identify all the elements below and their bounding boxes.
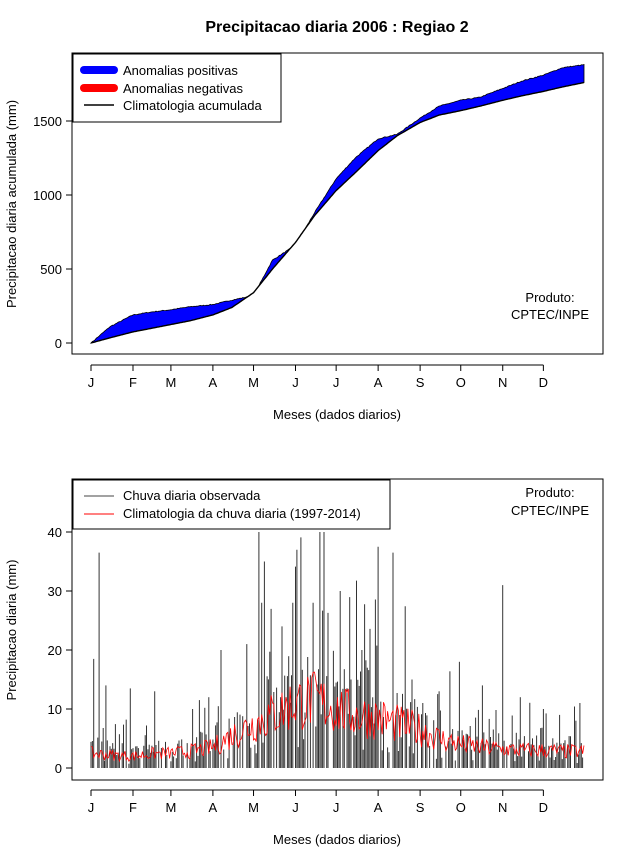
x-tick-label-1: F [129,800,137,815]
x-tick-label-5: J [292,375,299,390]
y-tick-label: 30 [48,584,62,599]
x-tick-label-9: O [456,800,466,815]
axes: 0 10 20 30 40 J F M A M J J A S O N D [48,525,549,815]
x-tick-label-6: J [333,800,340,815]
x-tick-label-10: N [498,800,507,815]
y-tick-label: 1000 [33,188,62,203]
y-tick-label: 0 [55,336,62,351]
legend-label-negative: Anomalias negativas [123,81,243,96]
legend-label-positive: Anomalias positivas [123,63,238,78]
legend-label-climatology: Climatologia acumulada [123,98,263,113]
x-tick-label-7: A [374,800,383,815]
observed-bars [90,532,584,768]
legend-label-climatology-daily: Climatologia da chuva diaria (1997-2014) [123,506,361,521]
y-tick-label: 20 [48,643,62,658]
x-tick-label-11: D [539,800,548,815]
producer-label: Produto: [525,485,574,500]
accumulated-panel: 0 500 1000 1500 J F M A M J J A S O N D Precipitacao di… [4,52,604,422]
legend-box [72,479,391,530]
x-axis-label: Meses (dados diarios) [273,832,401,847]
axes: 0 500 1000 1500 J F M A M J J A S O N D [33,114,548,390]
x-axis-label: Meses (dados diarios) [273,407,401,422]
climatology-daily-line [90,671,585,763]
y-tick-label: 500 [40,262,62,277]
x-tick-label-3: A [209,800,218,815]
x-tick-label-0: J [88,375,95,390]
climatology-daily [90,671,585,763]
daily-panel: 0 10 20 30 40 J F M A M J J A S O N D Precipitacao diari… [4,478,604,847]
x-tick-label-11: D [539,375,548,390]
legend: Anomalias positivas Anomalias negativas … [72,53,282,123]
x-tick-label-8: S [416,375,425,390]
x-tick-label-3: A [209,375,218,390]
producer-name: CPTEC/INPE [511,307,589,322]
y-tick-label: 1500 [33,114,62,129]
x-tick-label-1: F [129,375,137,390]
y-axis-label: Precipitacao diaria (mm) [4,560,19,701]
y-tick-label: 40 [48,525,62,540]
x-tick-label-4: M [248,375,259,390]
x-tick-label-9: O [456,375,466,390]
y-tick-label: 0 [55,761,62,776]
x-tick-label-6: J [333,375,340,390]
legend-label-observed: Chuva diaria observada [123,488,261,503]
y-axis-label: Precipitacao diaria acumulada (mm) [4,100,19,308]
y-tick-label: 10 [48,702,62,717]
x-tick-label-2: M [165,375,176,390]
climatology-accumulated-line [90,81,585,344]
producer-label: Produto: [525,290,574,305]
x-tick-label-5: J [292,800,299,815]
x-tick-label-7: A [374,375,383,390]
producer-name: CPTEC/INPE [511,503,589,518]
chart-title: Precipitacao diaria 2006 : Regiao 2 [205,19,468,36]
x-tick-label-10: N [498,375,507,390]
x-tick-label-2: M [165,800,176,815]
x-tick-label-4: M [248,800,259,815]
climatology-accumulated [90,81,585,344]
x-tick-label-8: S [416,800,425,815]
x-tick-label-0: J [88,800,95,815]
legend: Chuva diaria observada Climatologia da c… [72,479,391,530]
